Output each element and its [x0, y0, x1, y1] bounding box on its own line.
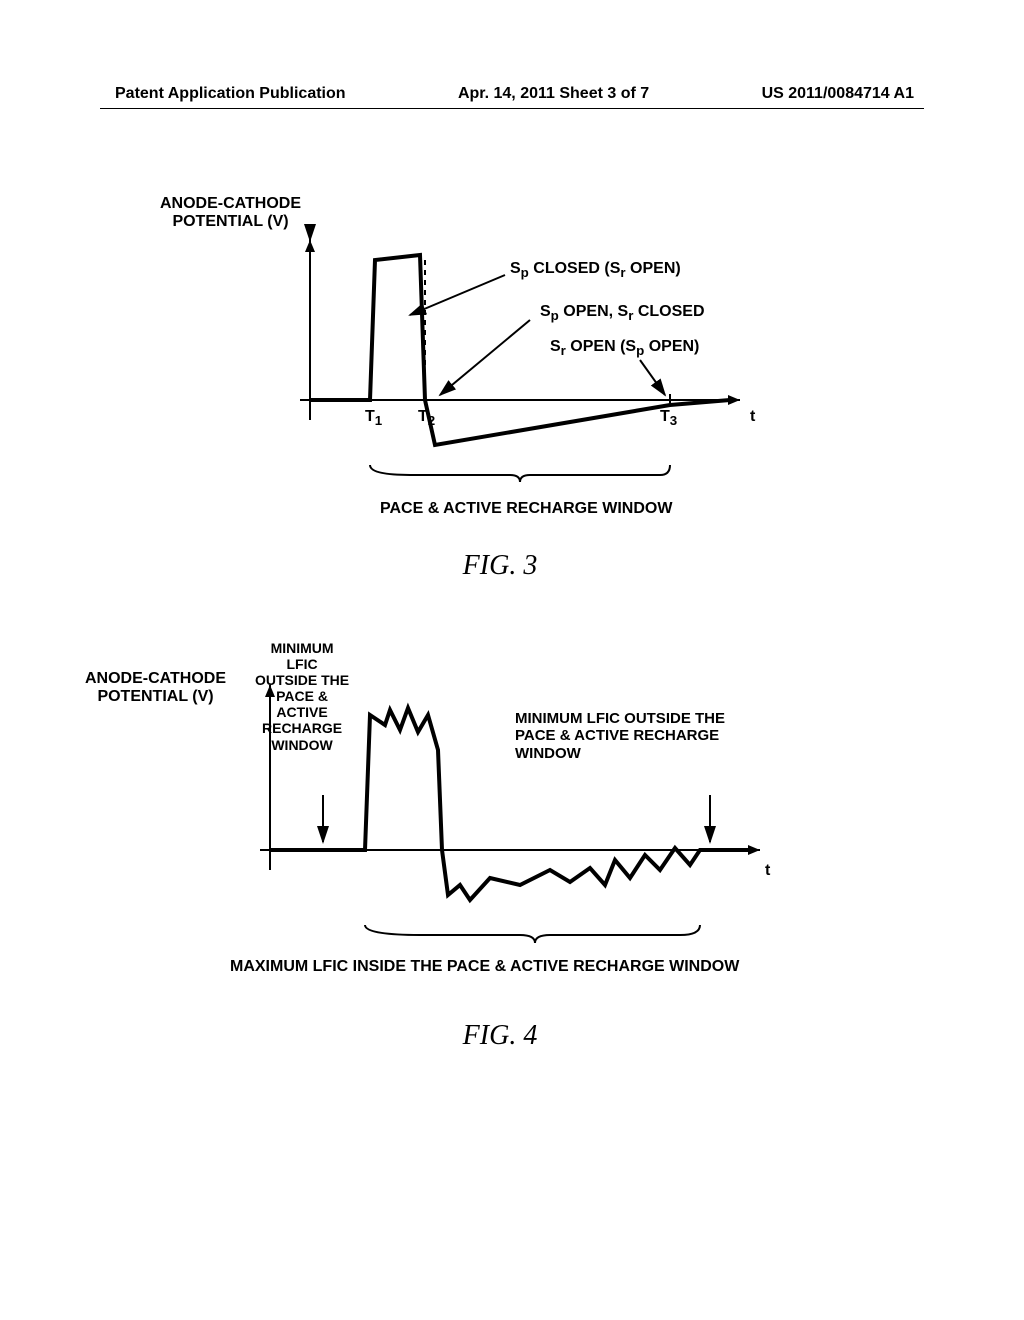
figure-4: ANODE-CATHODE POTENTIAL (V) MINIMUM LFIC… [100, 640, 900, 1060]
fig3-t2-label: T2 [418, 408, 435, 429]
header-right: US 2011/0084714 A1 [762, 85, 914, 103]
fig4-plot [190, 660, 810, 970]
fig3-annot-sp-open: Sp OPEN, Sr CLOSED [540, 303, 705, 324]
fig3-arrow-2 [440, 320, 530, 395]
header-center: Apr. 14, 2011 Sheet 3 of 7 [458, 85, 649, 103]
header-rule [100, 108, 924, 109]
fig3-annot-sp-closed: Sp CLOSED (Sr OPEN) [510, 260, 681, 281]
fig4-x-axis-label: t [765, 862, 770, 880]
fig3-x-axis-label: t [750, 408, 755, 426]
fig3-t3-label: T3 [660, 408, 677, 429]
page-header: Patent Application Publication Apr. 14, … [0, 85, 1024, 103]
fig4-brace-label: MAXIMUM LFIC INSIDE THE PACE & ACTIVE RE… [230, 958, 739, 976]
header-left: Patent Application Publication [115, 85, 346, 103]
fig4-brace [365, 925, 700, 943]
fig3-brace [370, 465, 670, 482]
figure-3: ANODE-CATHODE POTENTIAL (V) T1 T2 T3 t S… [100, 190, 900, 610]
fig4-waveform [270, 708, 750, 900]
fig3-t1-label: T1 [365, 408, 382, 429]
fig3-title: FIG. 3 [100, 550, 900, 582]
fig3-arrow-3 [640, 360, 665, 395]
fig3-annot-sr-open: Sr OPEN (Sp OPEN) [550, 338, 699, 359]
fig3-brace-label: PACE & ACTIVE RECHARGE WINDOW [380, 500, 672, 518]
fig4-title: FIG. 4 [100, 1020, 900, 1052]
